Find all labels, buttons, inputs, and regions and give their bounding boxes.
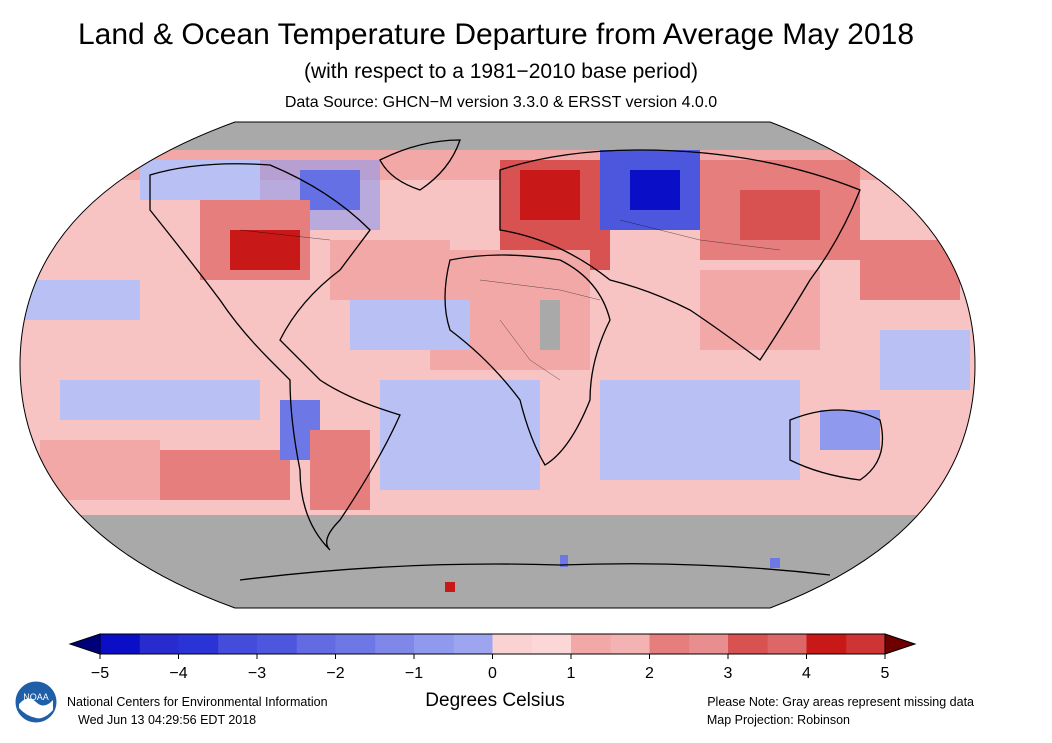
colorbar-units-label: Degrees Celsius	[425, 690, 565, 711]
colorbar-high-arrow	[884, 633, 917, 655]
colorbar-segment	[100, 634, 140, 654]
colorbar-segment	[688, 634, 729, 654]
colorbar-segment	[610, 634, 650, 654]
colorbar-segment	[453, 634, 493, 654]
coastlines	[149, 139, 884, 581]
missing-data-note: Please Note: Gray areas represent missin…	[707, 695, 974, 709]
org-name: National Centers for Environmental Infor…	[67, 695, 328, 709]
timestamp: Wed Jun 13 04:29:56 EDT 2018	[78, 713, 257, 727]
map-title: Land & Ocean Temperature Departure from …	[77, 18, 915, 51]
noaa-logo-text: NOAA	[23, 692, 49, 702]
colorbar-segment	[728, 634, 768, 654]
colorbar-segment	[531, 634, 572, 654]
colorbar-segment	[217, 634, 258, 654]
colorbar-tick-label: −5	[91, 665, 109, 682]
colorbar-tick-label: 0	[488, 665, 497, 682]
colorbar-segment	[374, 634, 415, 654]
colorbar-segment	[139, 634, 179, 654]
data-source: Data Source: GHCN−M version 3.3.0 & ERSS…	[284, 94, 718, 111]
noaa-logo: NOAA	[14, 680, 58, 724]
projection-note: Map Projection: Robinson	[706, 713, 850, 727]
colorbar-tick-label: 1	[567, 665, 576, 682]
colorbar-tick-label: 4	[802, 665, 811, 682]
colorbar-segment	[296, 634, 336, 654]
colorbar-segment	[845, 634, 886, 654]
colorbar-tick-label: −4	[169, 665, 187, 682]
colorbar-tick-label: 5	[881, 665, 890, 682]
colorbar-segment	[806, 634, 847, 654]
anomaly-patches	[20, 150, 975, 592]
colorbar-segment	[767, 634, 807, 654]
colorbar-tick-label: −3	[248, 665, 266, 682]
colorbar-segment	[492, 634, 533, 654]
colorbar-segment	[257, 634, 297, 654]
colorbar-segment	[335, 634, 376, 654]
colorbar-segment	[178, 634, 219, 654]
colorbar-tick-label: −1	[405, 665, 423, 682]
colorbar-segment	[649, 634, 690, 654]
colorbar-tick-label: −2	[326, 665, 344, 682]
colorbar-segment	[571, 634, 611, 654]
map-subtitle: (with respect to a 1981−2010 base period…	[303, 60, 698, 83]
colorbar-tick-label: 3	[724, 665, 733, 682]
colorbar-low-arrow	[68, 633, 101, 655]
colorbar-segment	[414, 634, 454, 654]
country-borders	[239, 219, 781, 381]
colorbar-tick-label: 2	[645, 665, 654, 682]
